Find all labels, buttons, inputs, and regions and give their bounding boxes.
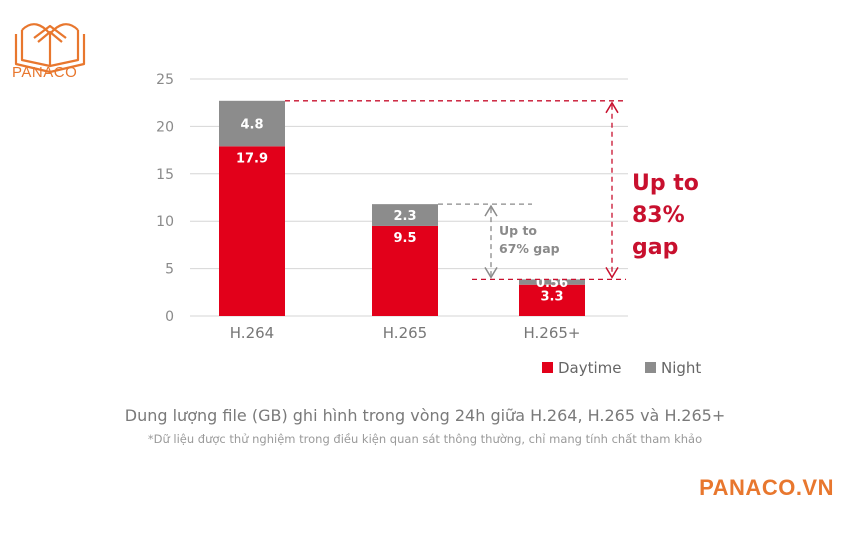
night-value-label: 0.56 xyxy=(536,276,568,291)
x-axis-categories: H.264 H.265 H.265+ xyxy=(230,324,581,342)
annotation-67-text: Up to xyxy=(499,223,537,238)
arrow-head-icon xyxy=(484,204,498,217)
chart-caption: Dung lượng file (GB) ghi hình trong vòng… xyxy=(124,406,726,425)
x-category-label: H.264 xyxy=(230,324,274,342)
arrow-head-icon xyxy=(484,267,498,279)
annotation-83-text: Up to xyxy=(632,171,699,196)
y-tick-label: 15 xyxy=(156,167,174,183)
daytime-value-label: 9.5 xyxy=(393,231,416,246)
y-tick-label: 0 xyxy=(165,309,174,325)
logo-text: PANACO xyxy=(12,64,78,81)
bar-daytime xyxy=(519,284,585,316)
gap-annotations: Up to 67% gap Up to 83% gap xyxy=(285,100,699,281)
legend-swatch xyxy=(645,362,656,373)
arrow-head-icon xyxy=(605,267,619,279)
panaco-logo-icon xyxy=(14,23,86,74)
y-tick-label: 10 xyxy=(156,214,174,230)
bar-daytime xyxy=(219,146,285,316)
x-category-label: H.265 xyxy=(383,324,427,342)
daytime-value-label: 3.3 xyxy=(540,290,563,305)
night-value-label: 2.3 xyxy=(393,209,416,224)
y-tick-label: 5 xyxy=(165,262,174,278)
x-category-label: H.265+ xyxy=(524,324,581,342)
y-axis-ticks: 0 5 10 15 20 25 xyxy=(156,72,174,325)
daytime-value-label: 17.9 xyxy=(236,151,268,166)
annotation-67-text: 67% gap xyxy=(499,241,560,256)
site-url: PANACO.VN xyxy=(699,475,834,500)
annotation-83-text: 83% xyxy=(632,203,685,228)
chart-footnote: *Dữ liệu được thử nghiệm trong điều kiện… xyxy=(147,432,703,446)
bars: 17.9 4.8 9.5 2.3 3.30.56 xyxy=(219,100,585,316)
y-tick-label: 20 xyxy=(156,119,174,135)
annotation-83-text: gap xyxy=(632,235,678,260)
arrow-head-icon xyxy=(605,101,619,114)
legend: Daytime Night xyxy=(542,359,701,377)
bar-night xyxy=(372,204,438,226)
legend-label: Daytime xyxy=(558,359,622,377)
legend-label: Night xyxy=(661,359,701,377)
night-value-label: 4.8 xyxy=(240,118,263,133)
bar-daytime xyxy=(372,225,438,316)
y-tick-label: 25 xyxy=(156,72,174,88)
bar-night xyxy=(519,279,585,285)
legend-swatch xyxy=(542,362,553,373)
bar-night xyxy=(219,100,285,147)
